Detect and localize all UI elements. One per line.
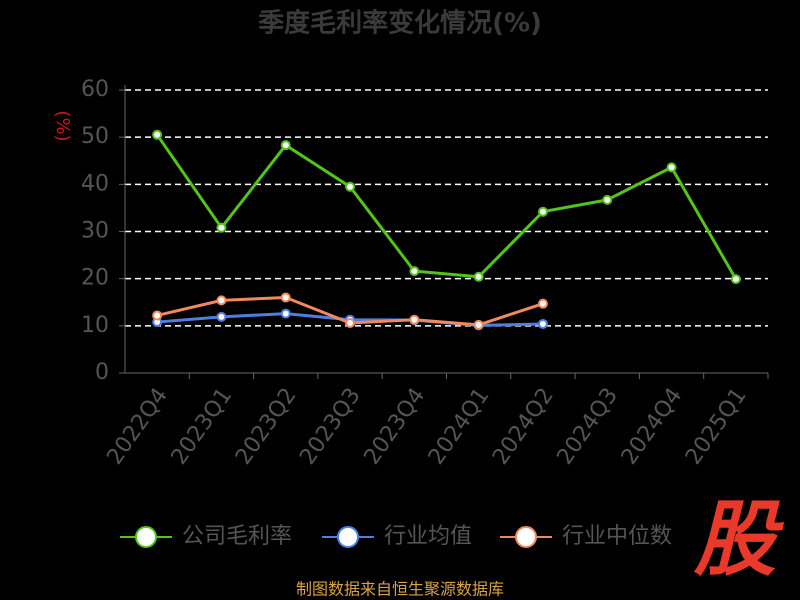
data-point xyxy=(666,162,677,173)
data-point xyxy=(216,295,227,306)
data-point xyxy=(152,129,163,140)
legend-label: 行业均值 xyxy=(384,524,472,549)
chart-title: 季度毛利率变化情况(%) xyxy=(258,8,542,39)
y-tick-label: 50 xyxy=(81,124,109,149)
y-tick-label: 20 xyxy=(81,266,109,291)
y-tick-label: 40 xyxy=(81,171,109,196)
legend-marker xyxy=(135,526,157,548)
data-point xyxy=(409,266,420,277)
legend-marker xyxy=(515,526,537,548)
y-axis-label: (%) xyxy=(52,110,73,141)
legend-marker xyxy=(337,526,359,548)
data-point xyxy=(280,308,291,319)
data-point xyxy=(409,314,420,325)
series-line xyxy=(155,133,738,280)
data-point xyxy=(280,292,291,303)
y-tick-label: 30 xyxy=(81,219,109,244)
y-tick-label: 10 xyxy=(81,313,109,338)
data-point xyxy=(537,318,548,329)
data-point xyxy=(537,206,548,217)
data-point xyxy=(216,311,227,322)
data-point xyxy=(280,140,291,151)
y-tick-label: 60 xyxy=(81,77,109,102)
legend-label: 行业中位数 xyxy=(562,524,672,549)
data-point xyxy=(730,274,741,285)
data-point xyxy=(152,310,163,321)
legend-label: 公司毛利率 xyxy=(182,524,292,549)
source-note: 制图数据来自恒生聚源数据库 xyxy=(296,580,504,599)
y-tick-label: 0 xyxy=(95,360,109,385)
data-point xyxy=(537,298,548,309)
data-point xyxy=(345,318,356,329)
data-point xyxy=(473,271,484,282)
data-point xyxy=(473,319,484,330)
data-point xyxy=(216,222,227,233)
data-point xyxy=(602,194,613,205)
watermark: 股 xyxy=(693,492,784,587)
data-point xyxy=(345,181,356,192)
